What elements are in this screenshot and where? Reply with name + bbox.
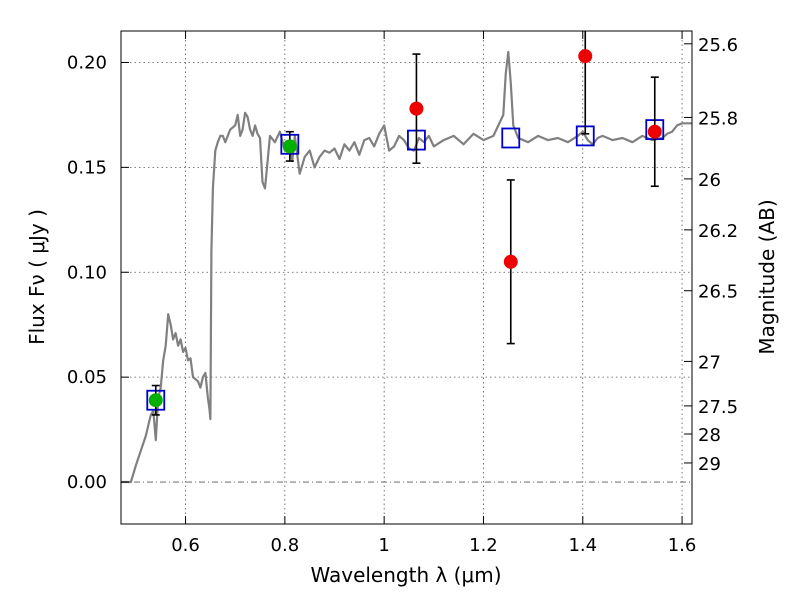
mag-tick-label: 26.5 <box>698 282 738 303</box>
tick-layer: 0.6 0.8 1 1.2 1.4 1.6 0.00 0.05 0.10 0.15 0.20 25.6… <box>67 31 738 556</box>
x-tick-label: 1.6 <box>668 535 697 556</box>
mag-tick-label: 29 <box>698 454 721 475</box>
observed-point <box>282 139 297 154</box>
spectrum-layer <box>121 50 692 484</box>
y-right-axis-title: Magnitude (AB) <box>755 199 779 354</box>
observed-point <box>148 393 163 408</box>
mag-tick-label: 27.5 <box>698 397 738 418</box>
spectrum-line <box>121 50 692 484</box>
x-tick-label: 0.6 <box>171 535 200 556</box>
mag-tick-label: 25.6 <box>698 35 738 56</box>
x-tick-label: 0.8 <box>271 535 300 556</box>
plot-frame <box>120 30 693 525</box>
y-tick-label: 0.10 <box>67 262 107 283</box>
observed-point <box>578 49 593 64</box>
x-axis-title: Wavelength λ (μm) <box>310 563 501 587</box>
x-tick-label: 1.4 <box>568 535 597 556</box>
observed-point <box>409 101 424 116</box>
y-axis-title: Flux Fν ( μJy ) <box>25 209 49 345</box>
x-tick-label: 1.2 <box>469 535 498 556</box>
mag-tick-label: 25.8 <box>698 108 738 129</box>
mag-tick-label: 27 <box>698 352 721 373</box>
y-tick-label: 0.20 <box>67 52 107 73</box>
model-photometry-square <box>501 127 521 149</box>
mag-tick-label: 28 <box>698 425 721 446</box>
observed-point <box>503 254 518 269</box>
marker-layer <box>146 31 665 416</box>
observed-point <box>647 124 662 139</box>
mag-tick-label: 26.2 <box>698 221 738 242</box>
grid-layer <box>121 31 692 524</box>
y-tick-label: 0.15 <box>67 157 107 178</box>
mag-tick-label: 26 <box>698 170 721 191</box>
x-tick-label: 1 <box>378 535 389 556</box>
y-tick-label: 0.00 <box>67 472 107 493</box>
y-tick-label: 0.05 <box>67 367 107 388</box>
